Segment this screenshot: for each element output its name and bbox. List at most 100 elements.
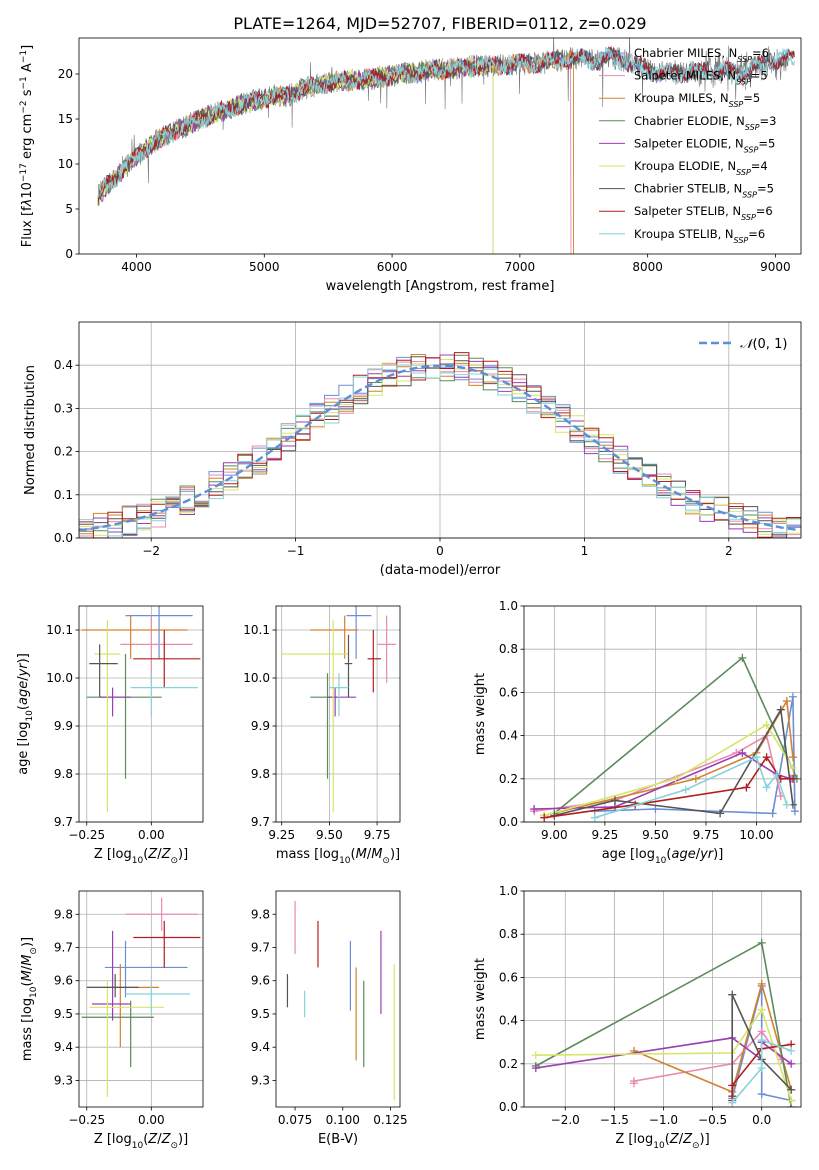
- massweight_vs_Z-ytick-label: 1.0: [499, 884, 518, 898]
- massweight_vs_age-xtick-label: 10.00: [739, 828, 773, 842]
- marker-chabrier_miles: [790, 807, 799, 816]
- marker-chabrier_stelib: [728, 990, 737, 999]
- errorbar-chabrier_elodie: [81, 1000, 154, 1068]
- massweight_vs_Z-xtick-label: −2.0: [551, 1113, 580, 1127]
- residuals-ytick-label: 0.0: [54, 531, 73, 545]
- massweight_vs_age-ylabel: mass weight: [473, 673, 488, 755]
- marker-salpeter_stelib: [742, 783, 751, 792]
- marker-kroupa_elodie: [788, 764, 797, 772]
- series-kroupa_miles: [633, 980, 792, 1093]
- residual-histograms: [79, 352, 801, 538]
- errorbar-chabrier_stelib: [86, 974, 139, 998]
- errorbar-salpeter_miles: [377, 615, 397, 683]
- massweight_vs_Z-ytick-label: 0.6: [499, 970, 518, 984]
- errorbar-salpeter_elodie: [327, 687, 357, 717]
- legend-entry: Kroupa MILES, NSSP=5: [634, 91, 760, 109]
- legend-entry: 𝒩(0, 1): [740, 337, 787, 352]
- massweight_vs_Z-xtick-label: −1.5: [600, 1113, 629, 1127]
- age_vs_mass-points: [281, 606, 397, 813]
- age_vs_mass-xtick-label: 9.25: [268, 828, 295, 842]
- marker-kroupa_stelib: [757, 1036, 766, 1045]
- series-kroupa_elodie: [535, 1008, 792, 1101]
- spectrum-model-kroupa_stelib: [97, 46, 795, 198]
- massweight_vs_Z-xtick-label: 0.0: [752, 1113, 771, 1127]
- spectrum-axes: 4000 5000 6000 7000 8000 9000 0 5 10 15 20: [58, 67, 791, 274]
- marker-kroupa_stelib: [752, 753, 761, 762]
- marker-salpeter_elodie: [787, 1059, 796, 1068]
- panels: 4000 5000 6000 7000 8000 900005101520waveleng…: [16, 37, 802, 1151]
- errorbar-kroupa_miles: [81, 615, 188, 659]
- marker-kroupa_stelib: [728, 1098, 737, 1107]
- marker-kroupa_stelib: [772, 770, 781, 779]
- marker-salpeter_stelib: [540, 813, 549, 822]
- mass_vs_ebv-ytick-label: 9.7: [251, 940, 270, 954]
- mass_vs_ebv-axes: 0.075 0.100 0.125 9.3 9.4 9.5 9.6 9.7 9.8: [251, 907, 408, 1127]
- marker-salpeter_elodie: [531, 1064, 540, 1073]
- massweight_vs_Z-ytick-label: 0.8: [499, 927, 518, 941]
- legend-entry: Salpeter ELODIE, NSSP=5: [634, 136, 775, 154]
- age_vs_mass-frame: [275, 605, 401, 823]
- residuals-ylabel: Normed distribution: [23, 365, 38, 495]
- massweight_vs_age-ytick-label: 0.2: [499, 772, 518, 786]
- errorbar-salpeter_elodie: [91, 930, 131, 1021]
- residuals-ytick-label: 0.1: [54, 488, 73, 502]
- massweight_vs_age-xtick-label: 9.00: [541, 828, 568, 842]
- errorbar-kroupa_stelib: [329, 673, 349, 717]
- legend-entry: Kroupa STELIB, NSSP=6: [634, 227, 765, 245]
- massweight_vs_Z-ytick-label: 0.2: [499, 1057, 518, 1071]
- age_vs_Z-axes: −0.25 0.00 9.7 9.8 9.9 10.0 10.1: [46, 606, 203, 842]
- mass_vs_ebv-xtick-label: 0.075: [278, 1113, 312, 1127]
- age_vs_Z-xtick-label: 0.00: [138, 828, 165, 842]
- spectrum-lines: [97, 38, 795, 254]
- spectrum-ytick-label: 20: [58, 67, 73, 81]
- spectrum-ytick-label: 5: [65, 202, 73, 216]
- spectrum-ytick-label: 10: [58, 157, 73, 171]
- residuals-ytick-label: 0.4: [54, 358, 73, 372]
- age_vs_Z-ytick-label: 10.0: [46, 671, 73, 685]
- errorbar-salpeter_miles: [120, 615, 193, 683]
- errorbar-salpeter_stelib: [133, 920, 201, 968]
- histogram-chabrier_miles: [79, 356, 801, 538]
- marker-kroupa_elodie: [757, 1005, 766, 1014]
- residuals-xtick-label: 0: [436, 544, 444, 558]
- mass_vs_Z-axes: −0.25 0.00 9.3 9.4 9.5 9.6 9.7 9.8: [54, 891, 203, 1127]
- age_vs_Z-points: [81, 606, 201, 813]
- spectrum-model-chabrier_elodie: [97, 55, 494, 254]
- age_vs_Z-ytick-label: 9.9: [54, 719, 73, 733]
- marker-salpeter_miles: [630, 1077, 639, 1086]
- age_vs_Z-ytick-label: 9.7: [54, 815, 73, 829]
- residuals-xlabel: (data-model)/error: [380, 563, 501, 578]
- marker-kroupa_stelib: [787, 1046, 796, 1055]
- mass_vs_ebv-xlabel: E(B-V): [318, 1132, 358, 1147]
- spectrum-xlabel: wavelength [Angstrom, rest frame]: [326, 279, 555, 294]
- legend-entry: Salpeter MILES, NSSP=5: [634, 69, 768, 87]
- marker-kroupa_stelib: [590, 813, 599, 822]
- massweight_vs_age-xtick-label: 9.75: [693, 828, 720, 842]
- errorbar-salpeter_elodie: [99, 687, 131, 717]
- errorbar-kroupa_miles: [86, 964, 160, 1048]
- errorbar-kroupa_stelib: [130, 673, 198, 717]
- mass_vs_Z-ytick-label: 9.7: [54, 940, 73, 954]
- marker-chabrier_miles: [788, 692, 797, 701]
- mass_vs_Z-points: [81, 897, 201, 1098]
- age_vs_mass-axes: 9.25 9.50 9.75 9.7 9.8 9.9 10.0 10.1: [243, 606, 400, 842]
- spectrum-xtick-label: 8000: [632, 260, 663, 274]
- series-chabrier_stelib: [731, 994, 792, 1097]
- marker-kroupa_miles: [788, 753, 797, 762]
- residuals-ytick-label: 0.3: [54, 401, 73, 415]
- errorbar-chabrier_miles: [125, 606, 193, 659]
- spectrum-ytick-label: 15: [58, 112, 73, 126]
- massweight_vs_Z-ytick-label: 0.0: [499, 1100, 518, 1114]
- marker-salpeter_elodie: [738, 748, 747, 757]
- marker-kroupa_elodie: [787, 1096, 796, 1105]
- marker-chabrier_miles: [651, 805, 660, 814]
- massweight_vs_age-ytick-label: 0.6: [499, 685, 518, 699]
- errorbar-kroupa_elodie: [94, 620, 121, 813]
- spectrum-xtick-label: 7000: [505, 260, 536, 274]
- massweight_vs_Z-xlabel: Z [log10(Z/Z⊙)]: [615, 1132, 709, 1151]
- marker-chabrier_miles: [757, 1090, 766, 1099]
- massweight_vs_age-xtick-label: 9.25: [592, 828, 619, 842]
- marker-kroupa_miles: [757, 979, 766, 988]
- mass_vs_Z-ytick-label: 9.5: [54, 1007, 73, 1021]
- marker-chabrier_stelib: [787, 1085, 796, 1094]
